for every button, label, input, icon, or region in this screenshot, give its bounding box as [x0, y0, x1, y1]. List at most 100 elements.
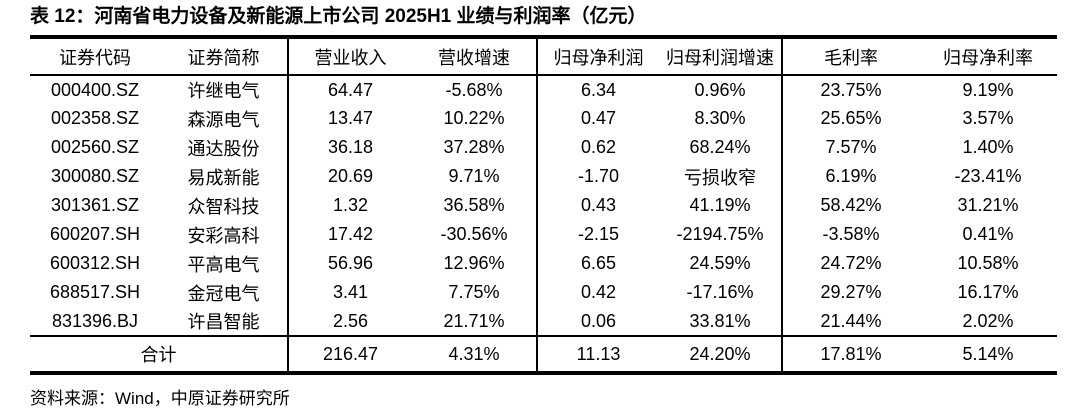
- cell-net-profit-growth: 8.30%: [659, 104, 783, 133]
- cell-security-code: 831396.BJ: [51, 310, 139, 331]
- cell-gross-margin: -3.58%: [822, 224, 880, 244]
- table-row: 600312.SH 平高电气 56.96 12.96% 6.65 24.59% 24.72%…: [30, 249, 1057, 278]
- cell-net-margin: 31.21%: [957, 195, 1019, 215]
- cell-net-profit: 0.42: [580, 282, 617, 302]
- header-net-profit: 归母净利润: [537, 37, 659, 76]
- cell-security-code: 000400.SZ: [50, 79, 140, 100]
- cell-net-margin: 9.19%: [962, 79, 1014, 100]
- cell-security-code: 002358.SZ: [50, 108, 140, 128]
- cell-revenue: 17.42: [327, 224, 374, 244]
- total-net-profit: 11.13: [537, 335, 659, 373]
- cell-net-margin: 2.02%: [962, 310, 1014, 331]
- cell-revenue-growth: 10.22%: [412, 104, 538, 133]
- cell-security-name: 通达股份: [160, 133, 289, 162]
- total-label: 合计: [30, 335, 289, 373]
- cell-revenue-growth: -30.56%: [412, 220, 538, 249]
- total-gross-margin: 17.81%: [782, 335, 919, 373]
- cell-security-code: 002560.SZ: [50, 137, 140, 157]
- cell-revenue: 36.18: [327, 137, 374, 157]
- cell-net-profit-growth: 亏损收窄: [659, 162, 783, 191]
- cell-revenue-growth: -5.68%: [412, 75, 538, 104]
- cell-security-code: 600312.SH: [49, 253, 141, 273]
- table-header: 证券代码 证券简称 营业收入 营收增速 归母净利润 归母利润增速 毛利率 归母净…: [30, 37, 1057, 76]
- table-row: 831396.BJ 许昌智能 2.56 21.71% 0.06 33.81% 21.44% 2…: [30, 307, 1057, 336]
- cell-revenue: 3.41: [332, 282, 369, 302]
- table-row: 301361.SZ 众智科技 1.32 36.58% 0.43 41.19% 58.42% 3…: [30, 191, 1057, 220]
- cell-security-name: 许昌智能: [160, 307, 289, 336]
- cell-revenue-growth: 36.58%: [412, 191, 538, 220]
- cell-revenue-growth: 37.28%: [412, 133, 538, 162]
- table-row: 600207.SH 安彩高科 17.42 -30.56% -2.15 -2194.75% -…: [30, 220, 1057, 249]
- table-title: 表 12：河南省电力设备及新能源上市公司 2025H1 业绩与利润率（亿元）: [30, 6, 647, 27]
- cell-security-code: 600207.SH: [49, 224, 141, 244]
- cell-gross-margin: 6.19%: [825, 166, 877, 186]
- cell-net-profit-growth: -17.16%: [659, 278, 783, 307]
- total-revenue: 216.47: [288, 335, 412, 373]
- header-gross-margin: 毛利率: [782, 37, 919, 76]
- cell-security-name: 众智科技: [160, 191, 289, 220]
- total-net-profit-growth: 24.20%: [659, 335, 783, 373]
- total-row: 合计 216.47 4.31% 11.13 24.20% 17.81% 5.14…: [30, 335, 1057, 373]
- cell-security-name: 平高电气: [160, 249, 289, 278]
- financial-table: 证券代码 证券简称 营业收入 营收增速 归母净利润 归母利润增速 毛利率 归母净…: [30, 35, 1057, 375]
- cell-net-profit-growth: 41.19%: [659, 191, 783, 220]
- header-net-profit-growth: 归母利润增速: [659, 37, 783, 76]
- header-security-name: 证券简称: [160, 37, 289, 76]
- cell-revenue-growth: 21.71%: [412, 307, 538, 336]
- header-net-margin: 归母净利率: [919, 37, 1057, 76]
- table-footer: 合计 216.47 4.31% 11.13 24.20% 17.81% 5.14…: [30, 335, 1057, 373]
- cell-revenue: 13.47: [327, 108, 374, 128]
- cell-net-profit: 0.06: [580, 310, 617, 331]
- cell-security-name: 安彩高科: [160, 220, 289, 249]
- cell-net-profit: -1.70: [577, 166, 620, 186]
- total-net-margin: 5.14%: [919, 335, 1057, 373]
- table-row: 002560.SZ 通达股份 36.18 37.28% 0.62 68.24% 7.57% 1…: [30, 133, 1057, 162]
- table-row: 688517.SH 金冠电气 3.41 7.75% 0.42 -17.16% 29.27% 1…: [30, 278, 1057, 307]
- cell-net-margin: 1.40%: [962, 137, 1014, 157]
- table-row: 300080.SZ 易成新能 20.69 9.71% -1.70 亏损收窄 6.19% -23…: [30, 162, 1057, 191]
- cell-gross-margin: 7.57%: [825, 137, 877, 157]
- cell-gross-margin: 58.42%: [820, 195, 882, 215]
- cell-net-margin: 0.41%: [962, 224, 1014, 244]
- data-source-note: 资料来源：Wind，中原证券研究所: [30, 389, 290, 408]
- cell-gross-margin: 29.27%: [820, 282, 882, 302]
- cell-revenue: 20.69: [327, 166, 374, 186]
- cell-net-profit: 6.65: [580, 253, 617, 273]
- cell-net-profit-growth: 24.59%: [659, 249, 783, 278]
- total-revenue-growth: 4.31%: [412, 335, 538, 373]
- cell-security-name: 森源电气: [160, 104, 289, 133]
- cell-security-code: 300080.SZ: [50, 166, 140, 186]
- cell-security-code: 301361.SZ: [50, 195, 140, 215]
- cell-net-profit: 0.62: [580, 137, 617, 157]
- cell-net-profit: 0.43: [580, 195, 617, 215]
- cell-security-name: 易成新能: [160, 162, 289, 191]
- header-revenue: 营业收入: [288, 37, 412, 76]
- cell-net-margin: 16.17%: [957, 282, 1019, 302]
- header-security-code: 证券代码: [30, 37, 160, 76]
- cell-net-margin: -23.41%: [954, 166, 1022, 186]
- cell-gross-margin: 25.65%: [820, 108, 882, 128]
- cell-gross-margin: 24.72%: [820, 253, 882, 273]
- cell-net-profit: 0.47: [580, 108, 617, 128]
- cell-net-margin: 10.58%: [957, 253, 1019, 273]
- cell-revenue-growth: 12.96%: [412, 249, 538, 278]
- cell-gross-margin: 23.75%: [820, 79, 882, 100]
- cell-security-name: 许继电气: [160, 75, 289, 104]
- cell-net-profit: -2.15: [577, 224, 620, 244]
- cell-net-margin: 3.57%: [962, 108, 1014, 128]
- cell-revenue: 1.32: [332, 195, 369, 215]
- cell-revenue-growth: 9.71%: [412, 162, 538, 191]
- cell-security-name: 金冠电气: [160, 278, 289, 307]
- header-revenue-growth: 营收增速: [412, 37, 538, 76]
- table-body: 000400.SZ 许继电气 64.47 -5.68% 6.34 0.96% 23.75% 9…: [30, 75, 1057, 336]
- cell-net-profit-growth: -2194.75%: [659, 220, 783, 249]
- cell-revenue: 56.96: [327, 253, 374, 273]
- cell-net-profit: 6.34: [580, 79, 617, 100]
- cell-revenue: 2.56: [332, 310, 369, 331]
- cell-revenue: 64.47: [327, 79, 374, 100]
- cell-gross-margin: 21.44%: [820, 310, 882, 331]
- table-row: 002358.SZ 森源电气 13.47 10.22% 0.47 8.30% 25.65% 3…: [30, 104, 1057, 133]
- cell-net-profit-growth: 0.96%: [659, 75, 783, 104]
